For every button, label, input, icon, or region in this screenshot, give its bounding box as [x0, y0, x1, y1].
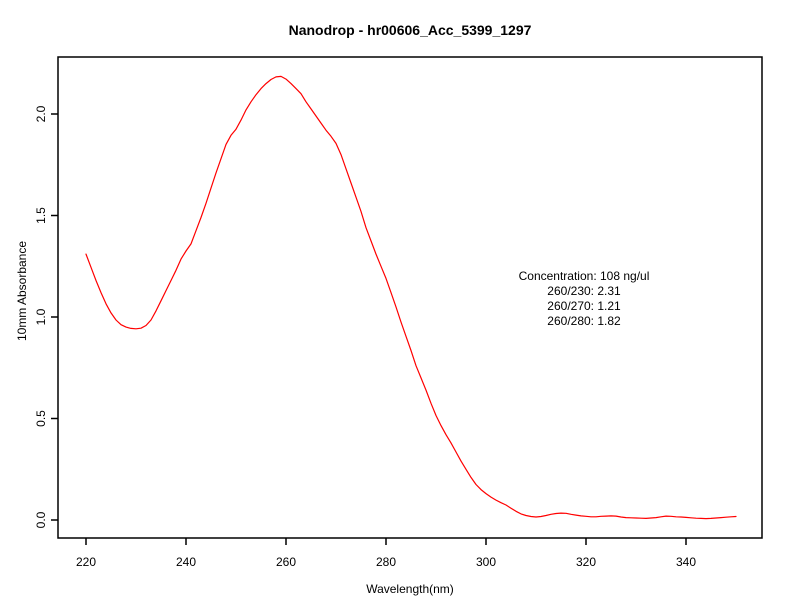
x-tick-label: 280: [376, 555, 396, 569]
y-axis-ticks: 0.0 0.5 1.0 1.5 2.0: [34, 105, 58, 528]
annotation-block: Concentration: 108 ng/ul 260/230: 2.31 2…: [519, 269, 650, 328]
y-tick-label: 1.0: [34, 308, 48, 325]
y-axis-label: 10mm Absorbance: [15, 241, 29, 341]
annotation-ratio-260-270: 260/270: 1.21: [547, 299, 621, 313]
spectrum-series: [85, 75, 737, 520]
annotation-ratio-260-280: 260/280: 1.82: [547, 314, 621, 328]
x-tick-label: 240: [176, 555, 196, 569]
x-tick-label: 220: [76, 555, 96, 569]
y-tick-label: 0.0: [34, 511, 48, 528]
x-axis-label: Wavelength(nm): [366, 582, 454, 596]
spectrum-line: [85, 75, 737, 520]
y-tick-label: 1.5: [34, 207, 48, 224]
chart-title: Nanodrop - hr00606_Acc_5399_1297: [289, 22, 532, 38]
x-axis-ticks: 220 240 260 280 300 320 340: [76, 538, 696, 569]
plot-box: [57, 56, 763, 539]
y-tick-label: 0.5: [34, 410, 48, 427]
y-tick-label: 2.0: [34, 105, 48, 122]
annotation-ratio-260-230: 260/230: 2.31: [547, 284, 621, 298]
x-tick-label: 300: [476, 555, 496, 569]
x-tick-label: 260: [276, 555, 296, 569]
x-tick-label: 340: [676, 555, 696, 569]
x-tick-label: 320: [576, 555, 596, 569]
annotation-concentration: Concentration: 108 ng/ul: [519, 269, 650, 283]
